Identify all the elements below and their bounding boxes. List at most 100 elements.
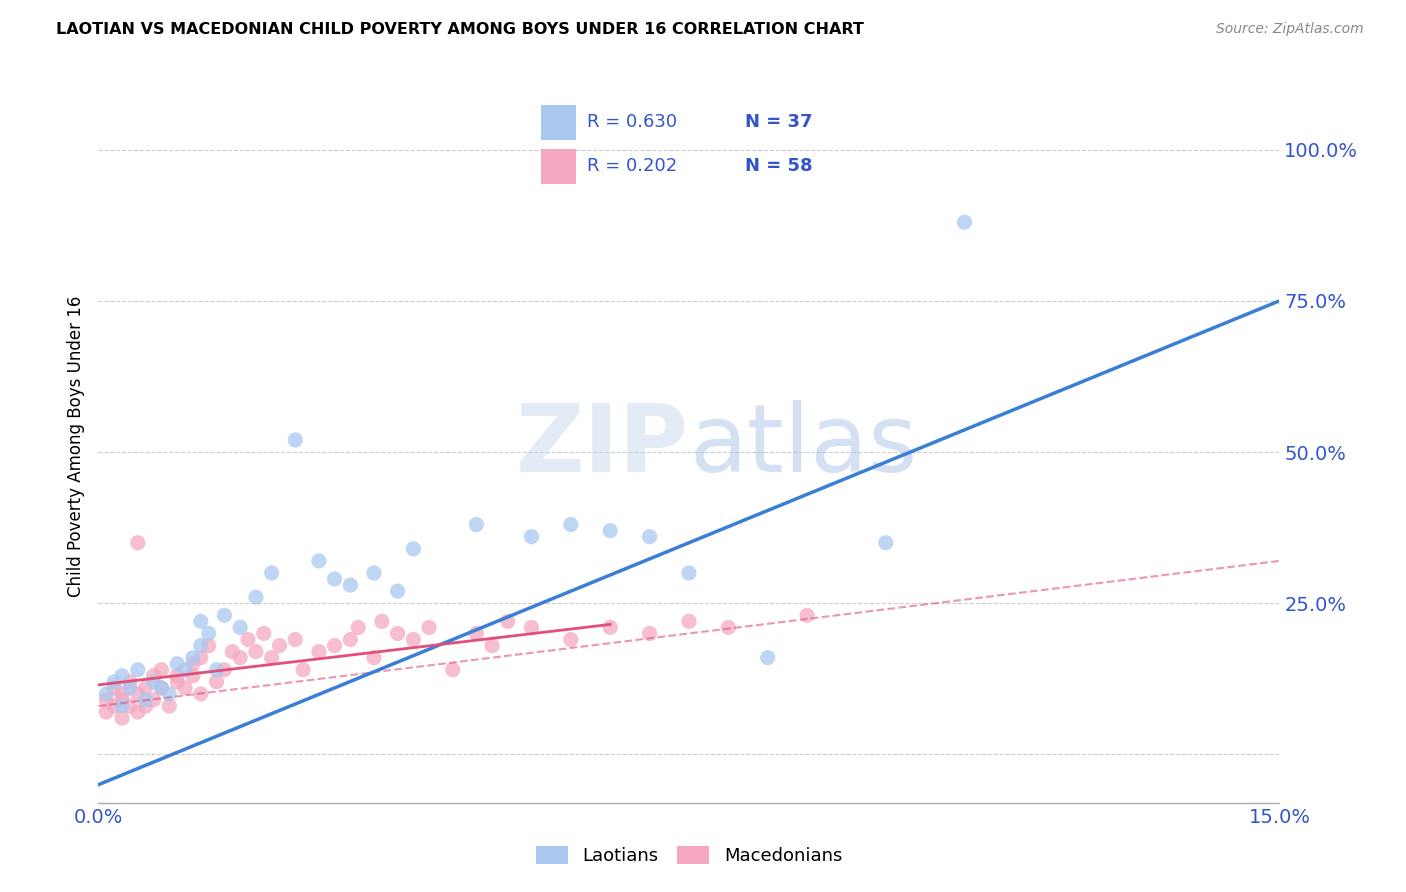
Point (236, 632, 259, 647)
Point (339, 632, 361, 647)
Point (363, 650, 385, 665)
Point (269, 639, 291, 653)
Point (363, 566, 385, 580)
Point (181, 669, 204, 683)
Text: ZIP: ZIP (516, 400, 689, 492)
Bar (541, 149, 576, 185)
Point (166, 674, 188, 689)
Point (190, 687, 212, 701)
Point (111, 693, 134, 707)
Point (135, 681, 157, 695)
Point (142, 693, 165, 707)
Point (323, 639, 346, 653)
Point (221, 645, 243, 659)
Point (96, 693, 118, 707)
Point (756, 650, 779, 665)
Text: N = 37: N = 37 (745, 113, 813, 131)
Point (560, 517, 582, 532)
Point (387, 584, 409, 599)
Point (402, 541, 425, 556)
Point (127, 705, 149, 719)
Text: Source: ZipAtlas.com: Source: ZipAtlas.com (1216, 22, 1364, 37)
Point (520, 620, 543, 634)
Point (111, 699, 134, 714)
Point (197, 626, 219, 640)
Point (253, 626, 276, 640)
Point (135, 699, 157, 714)
Text: atlas: atlas (689, 400, 917, 492)
Point (157, 687, 180, 701)
Point (229, 620, 252, 634)
Point (717, 620, 740, 634)
Point (103, 674, 125, 689)
Point (496, 615, 519, 629)
Point (292, 663, 315, 677)
Bar (541, 104, 576, 140)
Point (308, 645, 330, 659)
Point (308, 554, 330, 568)
Point (678, 566, 700, 580)
Point (387, 626, 409, 640)
Point (150, 681, 173, 695)
Point (190, 615, 212, 629)
Point (260, 650, 283, 665)
Point (157, 699, 180, 714)
Point (347, 620, 370, 634)
Point (118, 674, 141, 689)
Point (875, 535, 897, 549)
Point (135, 693, 157, 707)
Point (96, 705, 118, 719)
Point (111, 669, 134, 683)
Point (103, 699, 125, 714)
Point (481, 639, 503, 653)
Text: N = 58: N = 58 (745, 158, 813, 176)
Point (190, 639, 212, 653)
Point (520, 530, 543, 544)
Point (174, 681, 197, 695)
Text: LAOTIAN VS MACEDONIAN CHILD POVERTY AMONG BOYS UNDER 16 CORRELATION CHART: LAOTIAN VS MACEDONIAN CHILD POVERTY AMON… (56, 22, 865, 37)
Point (127, 687, 149, 701)
Point (150, 681, 173, 695)
Point (260, 566, 283, 580)
Point (465, 517, 488, 532)
Point (245, 645, 267, 659)
Text: R = 0.202: R = 0.202 (588, 158, 678, 176)
Text: R = 0.630: R = 0.630 (588, 113, 678, 131)
Point (796, 608, 818, 623)
Point (205, 663, 228, 677)
Point (371, 615, 394, 629)
Point (638, 530, 661, 544)
Point (599, 524, 621, 538)
Point (245, 590, 267, 604)
Point (181, 657, 204, 671)
Point (150, 663, 173, 677)
Point (229, 650, 252, 665)
Y-axis label: Child Poverty Among Boys Under 16: Child Poverty Among Boys Under 16 (66, 295, 84, 597)
Point (953, 215, 976, 229)
Point (441, 663, 464, 677)
Point (142, 674, 165, 689)
Point (190, 650, 212, 665)
Point (284, 632, 307, 647)
Point (323, 572, 346, 586)
Point (418, 620, 440, 634)
Point (214, 663, 236, 677)
Point (560, 632, 582, 647)
Point (402, 632, 425, 647)
Point (166, 657, 188, 671)
Point (111, 711, 134, 725)
Point (638, 626, 661, 640)
Point (118, 681, 141, 695)
Point (103, 681, 125, 695)
Point (174, 663, 197, 677)
Point (214, 608, 236, 623)
Point (142, 669, 165, 683)
Point (127, 535, 149, 549)
Point (339, 578, 361, 592)
Point (118, 699, 141, 714)
Point (111, 687, 134, 701)
Point (166, 669, 188, 683)
Point (197, 639, 219, 653)
Point (465, 626, 488, 640)
Point (127, 663, 149, 677)
